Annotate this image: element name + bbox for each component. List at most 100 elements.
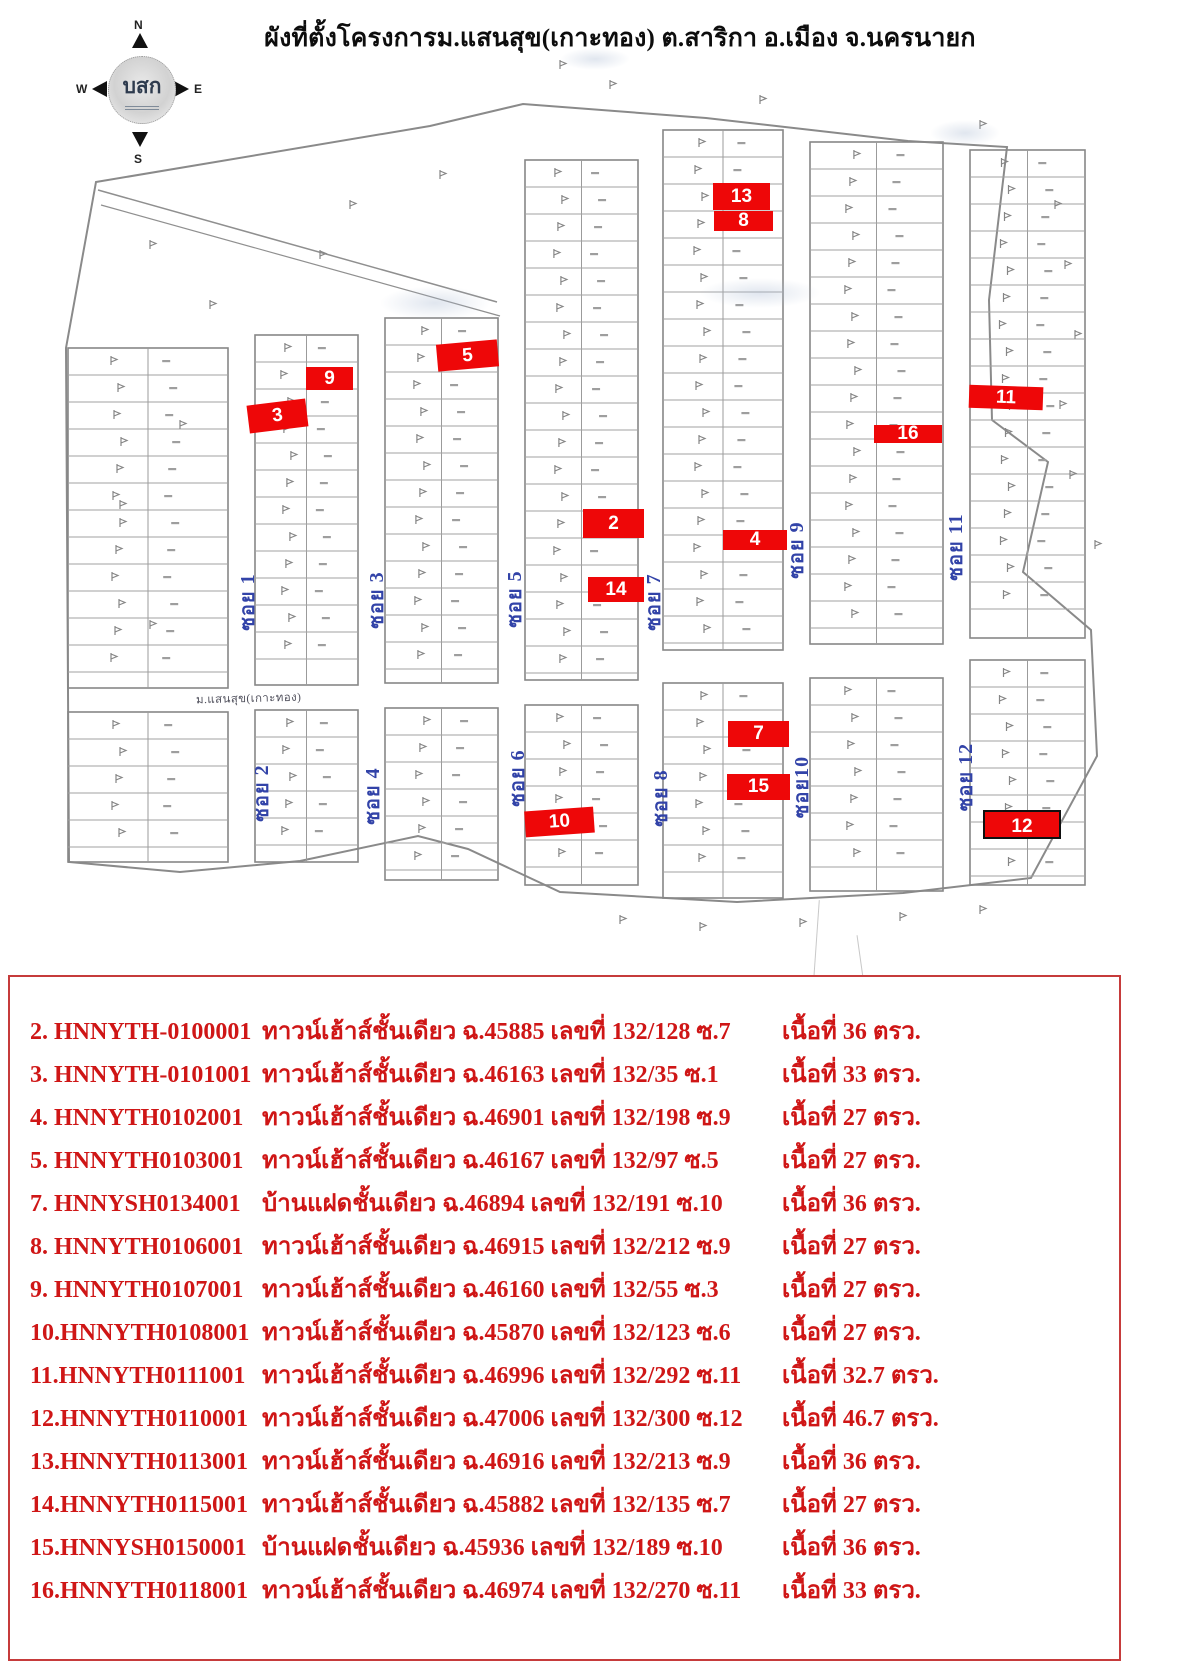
listing-area: เนื้อที่ 46.7 ตรว.	[782, 1406, 939, 1432]
compass-center-text: บสก	[122, 74, 162, 98]
listing-table: 2. HNNYTH-0100001 ทาวน์เฮ้าส์ชั้นเดียว ฉ.…	[8, 975, 1121, 1661]
listing-area: เนื้อที่ 33 ตรว.	[782, 1062, 921, 1088]
map-marker-5: 5	[435, 339, 500, 372]
listing-area: เนื้อที่ 27 ตรว.	[782, 1148, 921, 1174]
listing-row: 11.HNNYTH0111001 ทาวน์เฮ้าส์ชั้นเดียว ฉ.4…	[10, 1355, 1119, 1398]
listing-code: 12.HNNYTH0110001	[30, 1406, 249, 1432]
listing-code: 15.HNNYSH0150001	[30, 1535, 247, 1561]
subdivision-map	[64, 60, 1103, 931]
listing-row: 13.HNNYTH0113001 ทาวน์เฮ้าส์ชั้นเดียว ฉ.4…	[10, 1441, 1119, 1484]
listing-row: 14.HNNYTH0115001 ทาวน์เฮ้าส์ชั้นเดียว ฉ.4…	[10, 1484, 1119, 1527]
listing-row: 8. HNNYTH0106001 ทาวน์เฮ้าส์ชั้นเดียว ฉ.4…	[10, 1226, 1119, 1269]
compass-north-arrow-icon	[132, 33, 148, 48]
listing-description: ทาวน์เฮ้าส์ชั้นเดียว ฉ.47006 เลขที่ 132/…	[262, 1406, 743, 1432]
listing-area: เนื้อที่ 33 ตรว.	[782, 1578, 921, 1604]
diagonal-road-edge	[97, 189, 498, 303]
compass-west-arrow-icon	[92, 81, 107, 97]
map-marker-12: 12	[983, 810, 1061, 839]
listing-code: 10.HNNYTH0108001	[30, 1320, 250, 1346]
soi-label-ซอย11: ซอย 11	[945, 513, 967, 581]
soi-label-ซอย9: ซอย 9	[786, 521, 808, 579]
map-marker-14: 14	[588, 577, 644, 602]
listing-area: เนื้อที่ 27 ตรว.	[782, 1277, 921, 1303]
listing-code: 7. HNNYSH0134001	[30, 1191, 241, 1217]
diagonal-road-edge	[100, 204, 501, 317]
listing-description: ทาวน์เฮ้าส์ชั้นเดียว ฉ.46167 เลขที่ 132/…	[262, 1148, 719, 1174]
listing-area: เนื้อที่ 32.7 ตรว.	[782, 1363, 939, 1389]
soi-label-ซอย6: ซอย 6	[507, 749, 529, 807]
compass-center-stripes	[125, 104, 159, 110]
listing-description: ทาวน์เฮ้าส์ชั้นเดียว ฉ.45885 เลขที่ 132/…	[262, 1019, 731, 1045]
plot-blocks-layer	[67, 129, 1086, 899]
listing-description: บ้านแฝดชั้นเดียว ฉ.46894 เลขที่ 132/191 …	[262, 1191, 723, 1217]
compass-east-label: E	[194, 82, 203, 96]
compass-rose: N S W E บสก	[70, 18, 215, 168]
listing-code: 14.HNNYTH0115001	[30, 1492, 249, 1518]
listing-description: ทาวน์เฮ้าส์ชั้นเดียว ฉ.46160 เลขที่ 132/…	[262, 1277, 719, 1303]
listing-code: 11.HNNYTH0111001	[30, 1363, 246, 1389]
map-marker-9: 9	[306, 367, 353, 390]
map-marker-13: 13	[713, 183, 770, 210]
listing-row: 7. HNNYSH0134001 บ้านแฝดชั้นเดียว ฉ.46894…	[10, 1183, 1119, 1226]
listing-area: เนื้อที่ 36 ตรว.	[782, 1191, 921, 1217]
survey-marks-layer	[119, 60, 1103, 931]
listing-description: ทาวน์เฮ้าส์ชั้นเดียว ฉ.45882 เลขที่ 132/…	[262, 1492, 731, 1518]
listing-row: 16.HNNYTH0118001 ทาวน์เฮ้าส์ชั้นเดียว ฉ.4…	[10, 1570, 1119, 1613]
map-marker-15: 15	[727, 774, 790, 800]
listing-code: 16.HNNYTH0118001	[30, 1578, 249, 1604]
soi-label-ซอย12: ซอย 12	[955, 742, 977, 812]
listing-description: ทาวน์เฮ้าส์ชั้นเดียว ฉ.45870 เลขที่ 132/…	[262, 1320, 731, 1346]
listing-area: เนื้อที่ 36 ตรว.	[782, 1535, 921, 1561]
map-marker-10: 10	[524, 806, 595, 838]
soi-label-ซอย7: ซอย 7	[643, 573, 665, 631]
map-marker-16: 16	[874, 424, 942, 443]
map-marker-7: 7	[728, 721, 789, 747]
compass-south-label: S	[134, 152, 143, 166]
soi-label-ซอย3: ซอย 3	[366, 571, 388, 629]
listing-row: 3. HNNYTH-0101001 ทาวน์เฮ้าส์ชั้นเดียว ฉ.…	[10, 1054, 1119, 1097]
listing-row: 10.HNNYTH0108001 ทาวน์เฮ้าส์ชั้นเดียว ฉ.4…	[10, 1312, 1119, 1355]
compass-north-label: N	[134, 18, 143, 32]
listing-description: ทาวน์เฮ้าส์ชั้นเดียว ฉ.46915 เลขที่ 132/…	[262, 1234, 731, 1260]
listing-rows: 2. HNNYTH-0100001 ทาวน์เฮ้าส์ชั้นเดียว ฉ.…	[10, 1011, 1119, 1613]
listing-row: 15.HNNYSH0150001 บ้านแฝดชั้นเดียว ฉ.45936…	[10, 1527, 1119, 1570]
compass-center-badge: บสก	[108, 56, 176, 124]
map-boundary	[64, 102, 1099, 904]
listing-area: เนื้อที่ 27 ตรว.	[782, 1234, 921, 1260]
listing-row: 4. HNNYTH0102001 ทาวน์เฮ้าส์ชั้นเดียว ฉ.4…	[10, 1097, 1119, 1140]
map-marker-4: 4	[723, 530, 787, 550]
soi-label-ซอย2: ซอย 2	[251, 764, 273, 822]
soi-label-ซอย8: ซอย 8	[650, 769, 672, 827]
listing-row: 9. HNNYTH0107001 ทาวน์เฮ้าส์ชั้นเดียว ฉ.4…	[10, 1269, 1119, 1312]
listing-description: ทาวน์เฮ้าส์ชั้นเดียว ฉ.46974 เลขที่ 132/…	[262, 1578, 742, 1604]
compass-east-arrow-icon	[174, 81, 189, 97]
soi-label-ซอย4: ซอย 4	[362, 767, 384, 825]
listing-row: 12.HNNYTH0110001 ทาวน์เฮ้าส์ชั้นเดียว ฉ.4…	[10, 1398, 1119, 1441]
listing-code: 13.HNNYTH0113001	[30, 1449, 249, 1475]
listing-area: เนื้อที่ 36 ตรว.	[782, 1019, 921, 1045]
listing-row: 5. HNNYTH0103001 ทาวน์เฮ้าส์ชั้นเดียว ฉ.4…	[10, 1140, 1119, 1183]
soi-label-ซอย5: ซอย 5	[504, 570, 526, 628]
listing-description: ทาวน์เฮ้าส์ชั้นเดียว ฉ.46901 เลขที่ 132/…	[262, 1105, 731, 1131]
listing-code: 4. HNNYTH0102001	[30, 1105, 244, 1131]
listing-description: ทาวน์เฮ้าส์ชั้นเดียว ฉ.46163 เลขที่ 132/…	[262, 1062, 719, 1088]
listing-description: บ้านแฝดชั้นเดียว ฉ.45936 เลขที่ 132/189 …	[262, 1535, 723, 1561]
page-title: ผังที่ตั้งโครงการม.แสนสุข(เกาะทอง) ต.สาร…	[264, 25, 976, 52]
compass-west-label: W	[76, 82, 88, 96]
map-marker-2: 2	[583, 509, 644, 538]
listing-code: 3. HNNYTH-0101001	[30, 1062, 252, 1088]
listing-code: 8. HNNYTH0106001	[30, 1234, 244, 1260]
road-name-label: ม.แสนสุข(เกาะทอง)	[195, 691, 302, 707]
map-marker-8: 8	[714, 211, 773, 231]
listing-area: เนื้อที่ 27 ตรว.	[782, 1320, 921, 1346]
listing-description: ทาวน์เฮ้าส์ชั้นเดียว ฉ.46916 เลขที่ 132/…	[262, 1449, 731, 1475]
listing-description: ทาวน์เฮ้าส์ชั้นเดียว ฉ.46996 เลขที่ 132/…	[262, 1363, 742, 1389]
listing-code: 9. HNNYTH0107001	[30, 1277, 244, 1303]
map-marker-11: 11	[968, 384, 1044, 411]
listing-row: 2. HNNYTH-0100001 ทาวน์เฮ้าส์ชั้นเดียว ฉ.…	[10, 1011, 1119, 1054]
listing-area: เนื้อที่ 36 ตรว.	[782, 1449, 921, 1475]
listing-code: 2. HNNYTH-0100001	[30, 1019, 252, 1045]
listing-area: เนื้อที่ 27 ตรว.	[782, 1492, 921, 1518]
soi-label-ซอย1: ซอย 1	[237, 573, 259, 631]
listing-code: 5. HNNYTH0103001	[30, 1148, 244, 1174]
